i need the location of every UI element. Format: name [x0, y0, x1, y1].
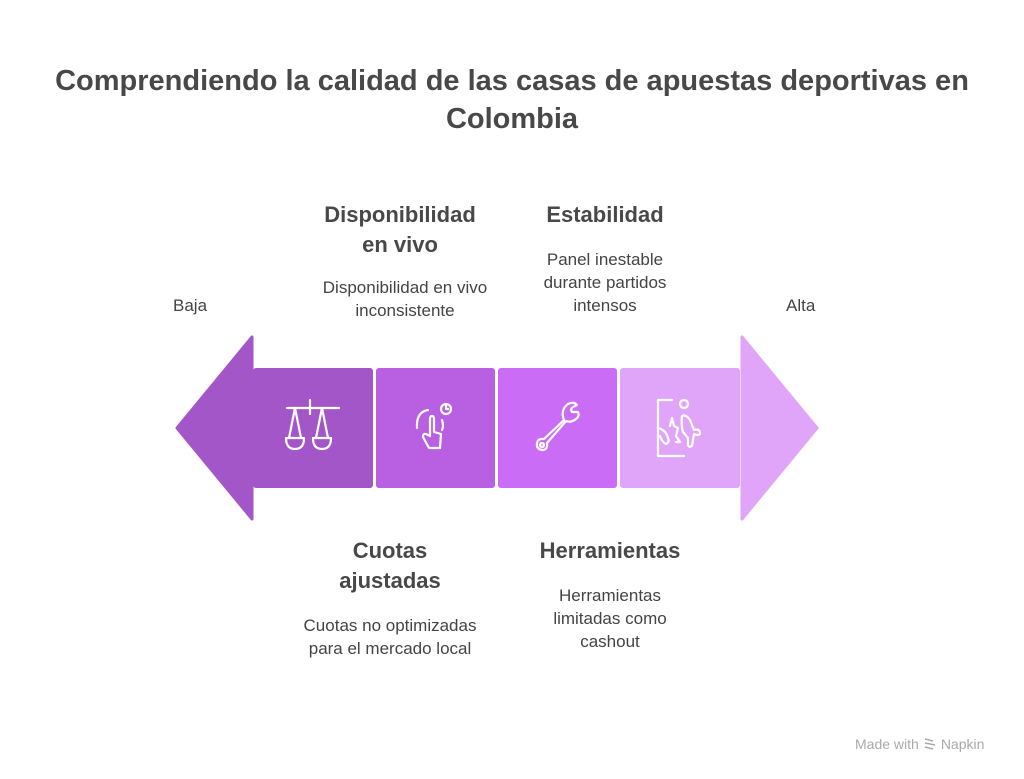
arrow-right-head — [740, 335, 819, 521]
item-description-disponibilidad: Disponibilidad en vivo inconsistente — [322, 278, 488, 320]
balance-scale-icon — [284, 398, 341, 451]
wrench-icon — [535, 401, 580, 452]
segment-disponibilidad — [376, 368, 495, 488]
broken-screen-person-icon — [656, 398, 702, 458]
item-heading-estabilidad: Estabilidad — [546, 202, 664, 227]
item-description-herramientas: Herramientas limitadas como cashout — [553, 586, 667, 651]
napkin-watermark: Made with Napkin — [855, 736, 984, 752]
scale-low-label: Baja — [173, 296, 208, 315]
item-description-estabilidad: Panel inestable durante partidos intenso… — [543, 250, 667, 315]
item-heading-disponibilidad: Disponibilidad en vivo — [324, 202, 476, 257]
segment-estabilidad — [620, 368, 740, 488]
item-heading-cuotas: Cuotas ajustadas — [339, 538, 441, 593]
segment-cuotas — [253, 368, 373, 488]
item-heading-herramientas: Herramientas — [539, 538, 681, 563]
item-description-cuotas: Cuotas no optimizadas para el mercado lo… — [303, 616, 477, 658]
made-with-text: Made with — [855, 736, 919, 752]
arrow-left-head — [175, 335, 254, 521]
segment-herramientas — [498, 368, 617, 488]
napkin-logo-icon — [924, 738, 935, 750]
scale-high-label: Alta — [786, 296, 816, 315]
napkin-brand-text: Napkin — [940, 736, 985, 752]
touch-clock-icon — [415, 402, 452, 450]
page-title: Comprendiendo la calidad de las casas de… — [55, 65, 969, 135]
